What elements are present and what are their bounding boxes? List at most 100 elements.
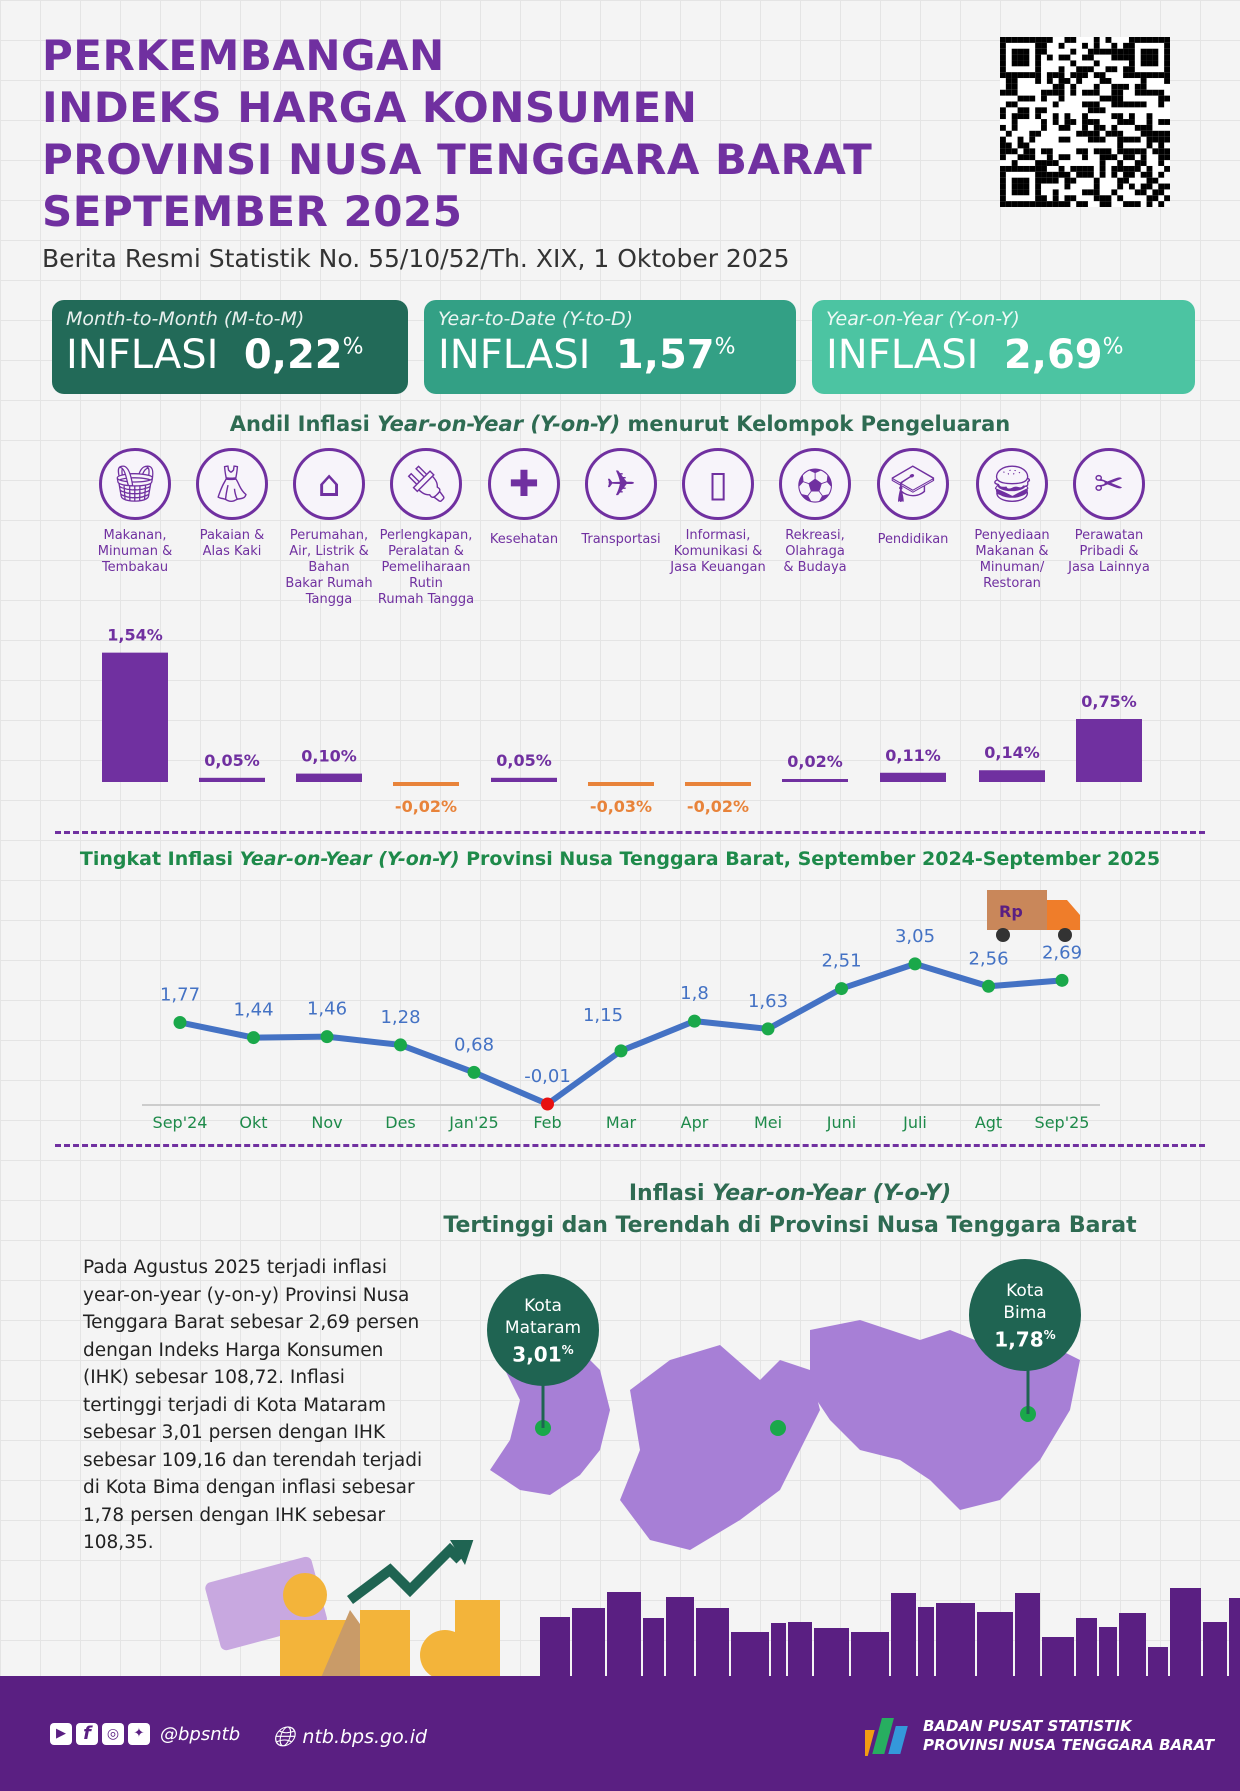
card-value: INFLASI 0,22%: [66, 332, 364, 378]
point-label: 1,63: [748, 991, 788, 1012]
sumbawa-west: [620, 1345, 820, 1550]
bps-logo: [865, 1718, 908, 1756]
house-icon: ⌂: [293, 448, 365, 520]
data-point: [173, 1015, 187, 1029]
x-tick-label: Mei: [754, 1113, 782, 1132]
bar-data-label: 0,11%: [885, 746, 941, 765]
point-label: 3,05: [895, 926, 935, 947]
point-label: 1,8: [680, 983, 709, 1004]
category-label: Makanan, Minuman & Tembakau: [97, 528, 173, 575]
bar: [588, 782, 654, 786]
title-line: PERKEMBANGAN: [42, 31, 445, 80]
bar-data-label: -0,03%: [590, 797, 652, 816]
point-label: 2,51: [821, 951, 861, 972]
bar: [199, 777, 265, 782]
title-line: SEPTEMBER 2025: [42, 187, 463, 236]
bar-data-label: 0,05%: [496, 751, 552, 770]
bar: [880, 772, 946, 782]
data-point: [614, 1044, 628, 1058]
bar: [491, 777, 557, 782]
category-label: Informasi, Komunikasi & Jasa Keuangan: [670, 528, 766, 575]
x-tick-label: Feb: [533, 1113, 561, 1132]
mataram-bubble: Kota Mataram 3,01%: [487, 1274, 599, 1386]
point-label: 1,44: [233, 1000, 273, 1021]
x-tick-label: Agt: [975, 1113, 1002, 1132]
running-soccer-icon: ⚽︎: [779, 448, 851, 520]
title-line: PROVINSI NUSA TENGGARA BARAT: [42, 135, 873, 184]
category-label: Penyediaan Makanan & Minuman/Restoran: [974, 528, 1050, 591]
bar: [782, 779, 848, 782]
data-point: [835, 982, 848, 996]
smartphone-icon: ▯: [682, 448, 754, 520]
card-label: Year-to-Date (Y-to-D): [438, 308, 634, 330]
point-label: 2,69: [1042, 942, 1082, 963]
airplane-icon: ✈: [585, 448, 657, 520]
footer: ▶ f ◎ ✦ @bpsntb 🌐︎ ntb.bps.go.id BADAN PU…: [0, 1676, 1240, 1791]
data-point: [320, 1030, 334, 1044]
website-link[interactable]: ntb.bps.go.id: [302, 1726, 428, 1748]
facebook-icon[interactable]: f: [76, 1723, 98, 1745]
grocery-basket-icon: 🧺︎: [99, 448, 171, 520]
inflation-card: Year-to-Date (Y-to-D) INFLASI 1,57%: [424, 300, 796, 394]
inflation-card: Year-on-Year (Y-on-Y) INFLASI 2,69%: [812, 300, 1195, 394]
city-skyline: [540, 1588, 1240, 1677]
category-label: Kesehatan: [489, 532, 559, 547]
youtube-icon[interactable]: ▶: [50, 1723, 72, 1745]
data-point: [1055, 973, 1069, 987]
card-label: Year-on-Year (Y-on-Y): [826, 308, 1020, 330]
x-tick-label: Sep'25: [1035, 1113, 1090, 1132]
x-tick-label: Nov: [311, 1113, 342, 1132]
category-label: Pakaian & Alas Kaki: [199, 528, 265, 559]
instagram-icon[interactable]: ◎: [102, 1723, 124, 1745]
data-point: [541, 1097, 554, 1111]
inflation-card: Month-to-Month (M-to-M) INFLASI 0,22%: [52, 300, 408, 394]
bar-data-label: -0,02%: [687, 797, 749, 816]
title-line: INDEKS HARGA KONSUMEN: [42, 83, 698, 132]
bar-data-label: -0,02%: [395, 797, 457, 816]
category-label: Transportasi: [581, 532, 661, 547]
fast-food-icon: 🍔︎: [976, 448, 1048, 520]
page-title: PERKEMBANGAN INDEKS HARGA KONSUMEN PROVI…: [42, 30, 872, 238]
point-label: 1,46: [307, 999, 347, 1020]
inflation-line-chart: 1,77 Sep'24 1,44 Okt 1,46 Nov 1,28 Des 0,68 Jan'2…: [142, 926, 1100, 1132]
data-point: [247, 1031, 260, 1045]
map-title: Inflasi Year-on-Year (Y-o-Y) Tertinggi d…: [443, 1181, 1137, 1238]
globe-icon: 🌐︎: [272, 1720, 295, 1753]
data-point: [982, 979, 995, 993]
point-label: 0,68: [454, 1034, 494, 1055]
qr-code: [1000, 37, 1170, 207]
divider: [55, 1144, 1205, 1147]
category-label: Perlengkapan, Peralatan & Pemeliharaan Ruti…: [377, 528, 475, 607]
x-tick-label: Des: [385, 1113, 416, 1132]
x-tick-label: Mar: [606, 1113, 637, 1132]
x-tick-label: Okt: [239, 1113, 267, 1132]
bar: [685, 782, 751, 786]
card-value: INFLASI 1,57%: [438, 332, 736, 378]
money-coins-illustration: [205, 1540, 500, 1680]
bar: [1076, 719, 1142, 782]
point-label: 1,15: [583, 1005, 623, 1026]
card-value: INFLASI 2,69%: [826, 332, 1124, 378]
divider: [55, 831, 1205, 834]
x-tick-label: Juli: [902, 1113, 927, 1132]
data-point: [688, 1014, 701, 1028]
point-label: -0,01: [524, 1066, 571, 1087]
data-point: [761, 1022, 775, 1036]
category-label: Perumahan, Air, Listrik & Bahan Bakar Rumah…: [285, 528, 373, 607]
bar-data-label: 0,14%: [984, 743, 1040, 762]
bar: [102, 652, 168, 782]
twitter-icon[interactable]: ✦: [128, 1723, 150, 1745]
dress-icon: 👗︎: [196, 448, 268, 520]
series-line: [179, 960, 1063, 1108]
andil-title: Andil Inflasi Year-on-Year (Y-on-Y) menu…: [229, 412, 1011, 436]
point-label: 1,77: [160, 984, 200, 1005]
category-label: Pendidikan: [877, 532, 949, 547]
x-tick-label: Juni: [826, 1113, 856, 1132]
point-label: 1,28: [380, 1007, 420, 1028]
point-label: 2,56: [968, 948, 1008, 969]
social-handle[interactable]: @bpsntb: [160, 1723, 241, 1745]
lombok-island: [490, 1345, 610, 1495]
data-point: [394, 1038, 407, 1052]
category-label: Rekreasi, Olahraga & Budaya: [783, 528, 847, 575]
data-point: [908, 957, 922, 971]
